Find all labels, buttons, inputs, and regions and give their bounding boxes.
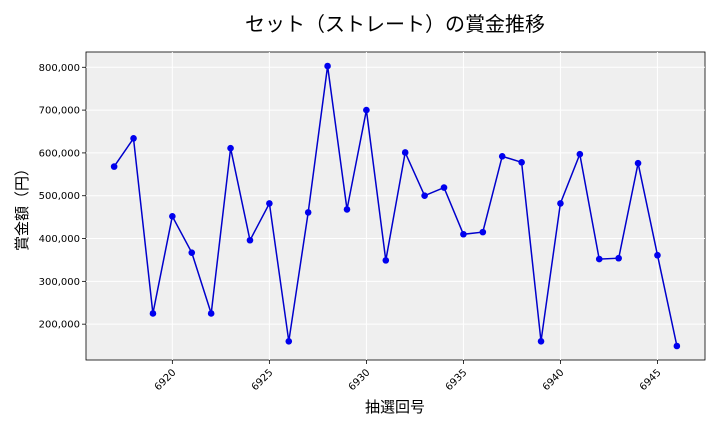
x-tick-label: 6940 [541, 367, 567, 393]
x-axis-ticks: 6920 6925 6930 6935 6940 6945 [153, 360, 664, 393]
data-point [479, 228, 487, 236]
data-point [615, 254, 622, 262]
data-point [188, 249, 196, 256]
grid [86, 52, 705, 360]
data-point [518, 159, 525, 166]
data-point [557, 200, 564, 207]
data-point [440, 184, 448, 191]
chart-title: セット（ストレート）の賞金推移 [245, 12, 545, 36]
x-tick-label: 6945 [638, 367, 664, 393]
y-tick-label: 800,000 [39, 63, 80, 74]
data-point [343, 206, 351, 213]
data-point [537, 337, 545, 345]
data-point [266, 200, 273, 207]
data-point [421, 192, 428, 200]
data-point [285, 337, 293, 345]
y-tick-label: 700,000 [39, 106, 80, 117]
x-tick-label: 6920 [153, 367, 179, 393]
y-axis-ticks: 200,000 300,000 400,000 500,000 600,000 700,0… [39, 63, 86, 331]
data-point [654, 251, 661, 259]
data-point [324, 62, 331, 70]
data-point [401, 149, 409, 156]
data-point [149, 310, 157, 317]
data-point [382, 257, 390, 264]
data-point [498, 153, 506, 160]
x-tick-label: 6935 [444, 367, 470, 393]
data-point [304, 209, 312, 216]
data-point [576, 150, 584, 158]
data-point [227, 144, 234, 152]
x-tick-label: 6925 [250, 367, 276, 393]
y-tick-label: 500,000 [39, 191, 80, 202]
y-tick-label: 400,000 [39, 234, 80, 245]
data-point [130, 135, 137, 142]
series-line [113, 65, 678, 347]
y-tick-label: 300,000 [39, 277, 80, 288]
data-point [110, 163, 118, 170]
y-axis-label: 賞金額（円） [13, 161, 31, 251]
data-point [634, 159, 642, 167]
x-tick-label: 6930 [347, 367, 373, 393]
data-point [673, 342, 681, 350]
x-axis-label: 抽選回号 [365, 398, 425, 416]
y-tick-label: 600,000 [39, 148, 80, 159]
data-point [207, 310, 215, 317]
data-point [169, 212, 176, 220]
series-points [110, 62, 681, 350]
data-point [363, 106, 370, 114]
data-point [595, 255, 603, 263]
data-point [460, 230, 467, 238]
y-tick-label: 200,000 [39, 320, 80, 331]
data-point [246, 236, 254, 244]
